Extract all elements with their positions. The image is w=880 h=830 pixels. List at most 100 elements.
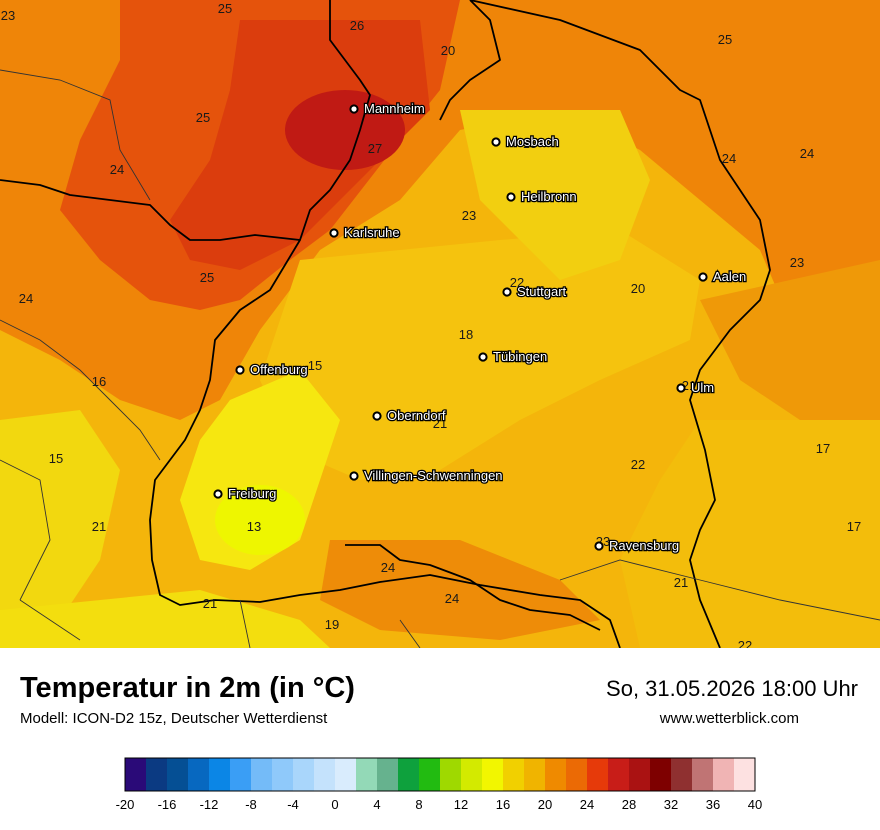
temperature-value: 16 [92,374,106,389]
city-markers: Mannheim Mosbach Heilbronn Karlsruhe Stuttga… [213,100,748,554]
temperature-value: 25 [218,1,232,16]
legend-tick-label: -8 [245,797,257,812]
temperature-value: 22 [738,638,752,648]
legend-swatch [209,758,231,791]
map-title: Temperatur in 2m (in °C) [20,672,355,704]
legend-swatch [125,758,147,791]
city-label: Oberndorf [387,408,446,423]
legend-swatch [671,758,693,791]
city-marker: Heilbronn [506,188,578,205]
state-border-west [0,179,621,648]
city-dot [698,272,708,282]
legend-tick-label: 24 [580,797,594,812]
temperature-value: 22 [631,457,645,472]
temperature-value: 15 [49,451,63,466]
legend-swatch [398,758,420,791]
border-minor-3 [0,459,51,601]
temperature-value: 24 [445,591,459,606]
legend-tick-label: 32 [664,797,678,812]
temperature-value: 19 [325,617,339,632]
temperature-value: 23 [790,255,804,270]
temperature-value: 24 [722,151,736,166]
legend-ticks: -20 -16 -12 -8 -4 0 4 8 12 16 20 24 28 32 36 40 [116,797,763,812]
legend-tick-label: 16 [496,797,510,812]
city-marker: Offenburg [235,361,309,378]
temperature-value: 24 [800,146,814,161]
temperature-value: 25 [200,270,214,285]
city-marker: Mannheim [349,100,426,117]
field-warm-south [320,540,600,640]
legend-swatch [734,758,756,791]
temperature-value: 15 [308,358,322,373]
legend-swatch [335,758,357,791]
city-label: Tübingen [493,349,547,364]
temperature-value: 26 [350,18,364,33]
city-dot [372,411,382,421]
temperature-value: 23 [1,8,15,23]
field-max-mannheim [285,90,405,170]
legend-swatch [650,758,672,791]
legend-swatch [377,758,399,791]
city-dot [329,228,339,238]
legend-swatch [692,758,714,791]
borders [0,0,771,648]
border-minor-1 [0,69,151,201]
city-marker: Karlsruhe [329,224,401,241]
legend-tick-label: 8 [415,797,422,812]
city-label: Heilbronn [521,189,577,204]
temperature-value: 25 [718,32,732,47]
legend-swatch [356,758,378,791]
legend-tick-label: -12 [200,797,219,812]
minor-borders [0,69,880,648]
legend-swatch [545,758,567,791]
city-label: Aalen [713,269,746,284]
city-dot [349,104,359,114]
temperature-value: 22 [510,275,524,290]
legend-swatch [314,758,336,791]
city-marker: Ulm [676,379,715,396]
city-marker: Oberndorf [372,407,447,424]
forecast-datetime: So, 31.05.2026 18:00 Uhr [606,676,858,701]
temperature-value: 27 [368,141,382,156]
legend-swatch [146,758,168,791]
bodensee-shore [345,544,601,631]
legend-swatch [482,758,504,791]
legend-bar [124,757,756,792]
legend-tick-label: 36 [706,797,720,812]
temperature-value: 18 [459,327,473,342]
color-legend: -20 -16 -12 -8 -4 0 4 8 12 16 20 24 28 32 36 40 [116,757,763,812]
temperature-value: 15 [523,136,537,151]
temperature-value: 21 [674,575,688,590]
legend-swatch [503,758,525,791]
city-dot [502,287,512,297]
temperature-value: 24 [110,162,124,177]
legend-tick-label: 28 [622,797,636,812]
border-minor-4 [559,559,880,621]
city-marker: Mosbach [491,133,560,150]
city-label: Stuttgart [517,284,567,299]
website-link[interactable]: www.wetterblick.com [659,710,799,727]
legend-swatch [713,758,735,791]
city-label: Ravensburg [609,538,679,553]
legend-swatch [272,758,294,791]
field-cool-southwest [0,410,120,640]
city-label: Mannheim [364,101,425,116]
field-cool-bottom [0,590,330,648]
border-minor-2 [0,319,161,461]
legend-swatch [251,758,273,791]
temperature-value: 25 [196,110,210,125]
legend-swatch [230,758,252,791]
city-marker: Ravensburg [594,537,680,554]
legend-swatch [524,758,546,791]
legend-swatch [188,758,210,791]
city-marker: Villingen-Schwenningen [349,467,504,484]
state-border-north [299,0,371,241]
legend-frame [124,757,756,792]
city-label: Freiburg [228,486,276,501]
legend-swatch [587,758,609,791]
temperature-value: 20 [631,281,645,296]
city-dot [594,541,604,551]
legend-swatch [293,758,315,791]
border-minor-5 [19,599,421,648]
legend-tick-label: 20 [538,797,552,812]
